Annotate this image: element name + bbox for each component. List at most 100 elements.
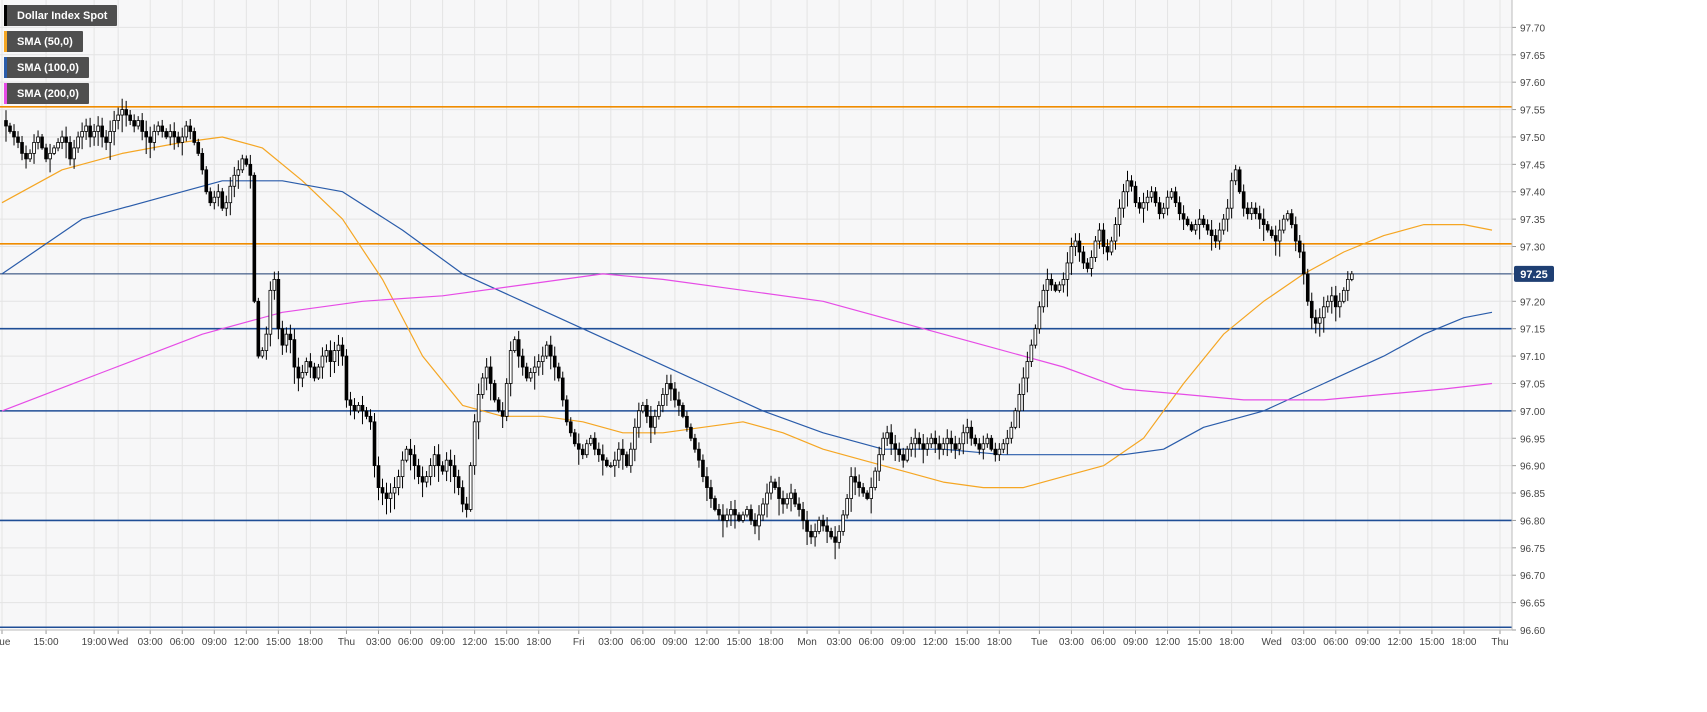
candle-body bbox=[1197, 218, 1202, 226]
candle-body bbox=[1205, 224, 1210, 231]
candle-body bbox=[516, 339, 521, 357]
candle-body bbox=[1253, 207, 1258, 215]
candle-body bbox=[544, 344, 549, 357]
candle-body bbox=[805, 520, 809, 532]
legend-item-sma-100[interactable]: SMA (100,0) bbox=[4, 57, 89, 78]
candle-body bbox=[572, 432, 577, 445]
candle-body bbox=[116, 114, 120, 121]
candle-body bbox=[1257, 213, 1262, 220]
candle-body bbox=[440, 465, 445, 472]
candle-body bbox=[973, 437, 978, 445]
candle-body bbox=[260, 350, 265, 357]
x-tick-label: 06:00 bbox=[1323, 637, 1348, 648]
candle-body bbox=[384, 492, 389, 499]
candle-body bbox=[969, 426, 974, 439]
candle-body bbox=[1025, 361, 1030, 379]
x-tick-label: 15:00 bbox=[34, 637, 59, 648]
candle-body bbox=[849, 476, 853, 499]
candle-body bbox=[276, 278, 281, 330]
candle-body bbox=[669, 383, 673, 390]
candle-body bbox=[1249, 207, 1254, 215]
candle-body bbox=[617, 448, 621, 461]
candle-body bbox=[1117, 207, 1122, 226]
candle-body bbox=[416, 465, 421, 478]
candle-body bbox=[769, 481, 773, 494]
candle-body bbox=[412, 454, 417, 467]
candle-body bbox=[528, 372, 533, 379]
candle-body bbox=[464, 503, 469, 510]
legend-item-sma-50[interactable]: SMA (50,0) bbox=[4, 31, 83, 52]
candle-body bbox=[829, 530, 833, 538]
candle-body bbox=[1281, 218, 1286, 231]
candle-body bbox=[1005, 437, 1010, 445]
candle-body bbox=[140, 120, 144, 132]
legend-item-sma-200[interactable]: SMA (200,0) bbox=[4, 83, 89, 104]
candle-body bbox=[324, 350, 329, 357]
x-tick-label: 06:00 bbox=[1091, 637, 1116, 648]
candle-body bbox=[761, 503, 765, 516]
y-tick-label: 96.95 bbox=[1520, 434, 1545, 445]
candle-body bbox=[44, 147, 48, 160]
candle-body bbox=[1021, 377, 1026, 395]
candle-body bbox=[28, 152, 32, 160]
candle-body bbox=[568, 421, 573, 434]
candle-body bbox=[1189, 224, 1194, 231]
candle-body bbox=[556, 366, 561, 379]
candle-body bbox=[701, 459, 705, 478]
candle-body bbox=[1069, 246, 1074, 264]
candle-body bbox=[428, 465, 433, 478]
candle-body bbox=[1065, 262, 1070, 280]
candle-body bbox=[1013, 410, 1018, 428]
candle-body bbox=[16, 136, 20, 143]
candle-body bbox=[713, 498, 717, 510]
x-tick-label: Thu bbox=[338, 637, 355, 648]
candle-body bbox=[961, 432, 966, 445]
candle-body bbox=[1229, 180, 1234, 209]
candle-body bbox=[580, 448, 585, 456]
candle-body bbox=[32, 142, 36, 154]
candle-body bbox=[564, 399, 569, 423]
x-tick-label: 06:00 bbox=[170, 637, 195, 648]
candle-body bbox=[588, 437, 593, 445]
candle-body bbox=[72, 147, 76, 160]
x-tick-label: 06:00 bbox=[859, 637, 884, 648]
candle-body bbox=[424, 476, 429, 483]
candle-body bbox=[641, 404, 645, 412]
candle-body bbox=[48, 152, 52, 160]
y-tick-label: 96.65 bbox=[1520, 599, 1545, 610]
candle-body bbox=[781, 498, 785, 505]
candle-body bbox=[649, 415, 653, 428]
x-tick-label: 09:00 bbox=[662, 637, 687, 648]
candle-body bbox=[160, 125, 165, 132]
candle-body bbox=[256, 300, 261, 357]
candle-body bbox=[809, 530, 813, 538]
candle-body bbox=[1177, 202, 1182, 215]
candle-body bbox=[1329, 295, 1334, 302]
candle-body bbox=[1161, 207, 1166, 215]
candle-body bbox=[1313, 317, 1318, 324]
candle-body bbox=[244, 158, 249, 165]
candle-body bbox=[697, 448, 701, 461]
candle-body bbox=[725, 514, 729, 521]
x-tick-label: Wed bbox=[1261, 637, 1281, 648]
candle-body bbox=[637, 410, 641, 428]
candle-body bbox=[941, 443, 946, 450]
candle-body bbox=[56, 142, 60, 149]
candle-body bbox=[1301, 251, 1306, 275]
candle-body bbox=[1009, 426, 1014, 439]
candle-body bbox=[488, 366, 493, 384]
candle-body bbox=[1105, 246, 1110, 253]
candle-body bbox=[344, 355, 349, 401]
candle-body bbox=[496, 399, 501, 412]
legend-item-dollar-index[interactable]: Dollar Index Spot bbox=[4, 5, 118, 26]
candle-body bbox=[1077, 240, 1082, 253]
x-tick-label: 09:00 bbox=[891, 637, 916, 648]
candle-body bbox=[560, 377, 565, 401]
candle-body bbox=[536, 361, 541, 368]
candle-body bbox=[693, 437, 697, 450]
x-tick-label: 12:00 bbox=[1387, 637, 1412, 648]
candle-body bbox=[168, 131, 173, 138]
candle-body bbox=[472, 421, 477, 467]
